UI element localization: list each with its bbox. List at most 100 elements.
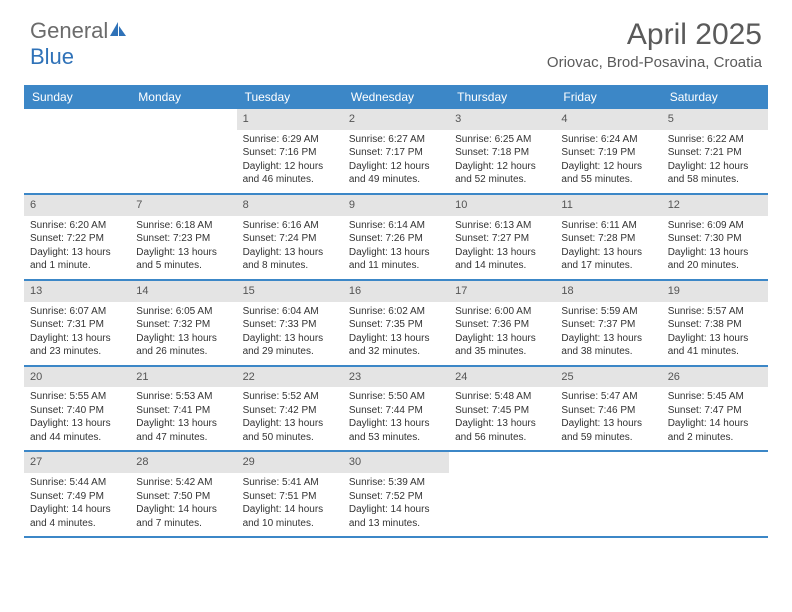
daylight-text: Daylight: 13 hours and 59 minutes. [561,417,655,444]
sunset-text: Sunset: 7:46 PM [561,404,655,418]
daylight-text: Daylight: 13 hours and 41 minutes. [668,332,762,359]
day-number: 23 [343,367,449,388]
month-title: April 2025 [547,18,762,52]
sunrise-text: Sunrise: 6:29 AM [243,133,337,147]
day-body [24,130,130,139]
day-body: Sunrise: 6:20 AMSunset: 7:22 PMDaylight:… [24,216,130,279]
day-number: 19 [662,281,768,302]
location: Oriovac, Brod-Posavina, Croatia [547,54,762,71]
day-cell: 9Sunrise: 6:14 AMSunset: 7:26 PMDaylight… [343,195,449,279]
week-row: 13Sunrise: 6:07 AMSunset: 7:31 PMDayligh… [24,281,768,367]
day-number: 20 [24,367,130,388]
day-cell: 21Sunrise: 5:53 AMSunset: 7:41 PMDayligh… [130,367,236,451]
sunset-text: Sunset: 7:32 PM [136,318,230,332]
day-cell: 13Sunrise: 6:07 AMSunset: 7:31 PMDayligh… [24,281,130,365]
sunrise-text: Sunrise: 5:48 AM [455,390,549,404]
title-block: April 2025 Oriovac, Brod-Posavina, Croat… [547,18,762,71]
daylight-text: Daylight: 14 hours and 13 minutes. [349,503,443,530]
day-number: 21 [130,367,236,388]
sunrise-text: Sunrise: 6:25 AM [455,133,549,147]
day-cell: 10Sunrise: 6:13 AMSunset: 7:27 PMDayligh… [449,195,555,279]
sunset-text: Sunset: 7:22 PM [30,232,124,246]
sunrise-text: Sunrise: 5:53 AM [136,390,230,404]
daylight-text: Daylight: 13 hours and 26 minutes. [136,332,230,359]
sunset-text: Sunset: 7:19 PM [561,146,655,160]
day-cell: 27Sunrise: 5:44 AMSunset: 7:49 PMDayligh… [24,452,130,536]
day-cell: 30Sunrise: 5:39 AMSunset: 7:52 PMDayligh… [343,452,449,536]
day-cell: 7Sunrise: 6:18 AMSunset: 7:23 PMDaylight… [130,195,236,279]
day-cell: 23Sunrise: 5:50 AMSunset: 7:44 PMDayligh… [343,367,449,451]
day-number: 9 [343,195,449,216]
sunset-text: Sunset: 7:26 PM [349,232,443,246]
day-cell: 4Sunrise: 6:24 AMSunset: 7:19 PMDaylight… [555,109,661,193]
day-header-cell: Monday [130,85,236,109]
sunset-text: Sunset: 7:24 PM [243,232,337,246]
daylight-text: Daylight: 13 hours and 1 minute. [30,246,124,273]
sunset-text: Sunset: 7:36 PM [455,318,549,332]
daylight-text: Daylight: 13 hours and 14 minutes. [455,246,549,273]
daylight-text: Daylight: 13 hours and 44 minutes. [30,417,124,444]
day-number: 28 [130,452,236,473]
day-body: Sunrise: 6:27 AMSunset: 7:17 PMDaylight:… [343,130,449,193]
sunrise-text: Sunrise: 5:50 AM [349,390,443,404]
day-number: 6 [24,195,130,216]
sunset-text: Sunset: 7:16 PM [243,146,337,160]
logo-text-2: Blue [30,44,74,69]
day-body: Sunrise: 5:48 AMSunset: 7:45 PMDaylight:… [449,387,555,450]
day-cell: 25Sunrise: 5:47 AMSunset: 7:46 PMDayligh… [555,367,661,451]
sail-icon [108,20,128,38]
day-cell: 22Sunrise: 5:52 AMSunset: 7:42 PMDayligh… [237,367,343,451]
daylight-text: Daylight: 13 hours and 8 minutes. [243,246,337,273]
day-body: Sunrise: 6:29 AMSunset: 7:16 PMDaylight:… [237,130,343,193]
day-cell [130,109,236,193]
daylight-text: Daylight: 13 hours and 53 minutes. [349,417,443,444]
day-body: Sunrise: 6:05 AMSunset: 7:32 PMDaylight:… [130,302,236,365]
sunrise-text: Sunrise: 6:04 AM [243,305,337,319]
day-cell: 12Sunrise: 6:09 AMSunset: 7:30 PMDayligh… [662,195,768,279]
day-body: Sunrise: 5:42 AMSunset: 7:50 PMDaylight:… [130,473,236,536]
day-body: Sunrise: 6:04 AMSunset: 7:33 PMDaylight:… [237,302,343,365]
sunrise-text: Sunrise: 5:41 AM [243,476,337,490]
day-number: 10 [449,195,555,216]
sunrise-text: Sunrise: 6:02 AM [349,305,443,319]
sunrise-text: Sunrise: 6:11 AM [561,219,655,233]
day-cell [555,452,661,536]
sunrise-text: Sunrise: 6:22 AM [668,133,762,147]
daylight-text: Daylight: 14 hours and 7 minutes. [136,503,230,530]
day-body: Sunrise: 6:24 AMSunset: 7:19 PMDaylight:… [555,130,661,193]
day-body: Sunrise: 5:44 AMSunset: 7:49 PMDaylight:… [24,473,130,536]
day-cell: 20Sunrise: 5:55 AMSunset: 7:40 PMDayligh… [24,367,130,451]
sunrise-text: Sunrise: 5:52 AM [243,390,337,404]
day-cell: 8Sunrise: 6:16 AMSunset: 7:24 PMDaylight… [237,195,343,279]
day-cell: 1Sunrise: 6:29 AMSunset: 7:16 PMDaylight… [237,109,343,193]
day-header-cell: Sunday [24,85,130,109]
daylight-text: Daylight: 13 hours and 11 minutes. [349,246,443,273]
day-header-cell: Friday [555,85,661,109]
day-number: 15 [237,281,343,302]
daylight-text: Daylight: 14 hours and 2 minutes. [668,417,762,444]
day-cell: 5Sunrise: 6:22 AMSunset: 7:21 PMDaylight… [662,109,768,193]
daylight-text: Daylight: 14 hours and 4 minutes. [30,503,124,530]
day-body: Sunrise: 5:50 AMSunset: 7:44 PMDaylight:… [343,387,449,450]
day-cell: 14Sunrise: 6:05 AMSunset: 7:32 PMDayligh… [130,281,236,365]
day-body: Sunrise: 6:14 AMSunset: 7:26 PMDaylight:… [343,216,449,279]
day-number: 7 [130,195,236,216]
sunrise-text: Sunrise: 5:44 AM [30,476,124,490]
sunset-text: Sunset: 7:45 PM [455,404,549,418]
day-cell: 6Sunrise: 6:20 AMSunset: 7:22 PMDaylight… [24,195,130,279]
week-row: 27Sunrise: 5:44 AMSunset: 7:49 PMDayligh… [24,452,768,538]
day-body [449,473,555,482]
week-row: 1Sunrise: 6:29 AMSunset: 7:16 PMDaylight… [24,109,768,195]
day-number: 22 [237,367,343,388]
day-number: 16 [343,281,449,302]
day-number: 14 [130,281,236,302]
day-cell: 16Sunrise: 6:02 AMSunset: 7:35 PMDayligh… [343,281,449,365]
week-row: 20Sunrise: 5:55 AMSunset: 7:40 PMDayligh… [24,367,768,453]
sunset-text: Sunset: 7:31 PM [30,318,124,332]
header: General Blue April 2025 Oriovac, Brod-Po… [0,0,792,79]
sunset-text: Sunset: 7:50 PM [136,490,230,504]
sunset-text: Sunset: 7:35 PM [349,318,443,332]
sunset-text: Sunset: 7:17 PM [349,146,443,160]
day-body: Sunrise: 6:25 AMSunset: 7:18 PMDaylight:… [449,130,555,193]
day-number: 8 [237,195,343,216]
